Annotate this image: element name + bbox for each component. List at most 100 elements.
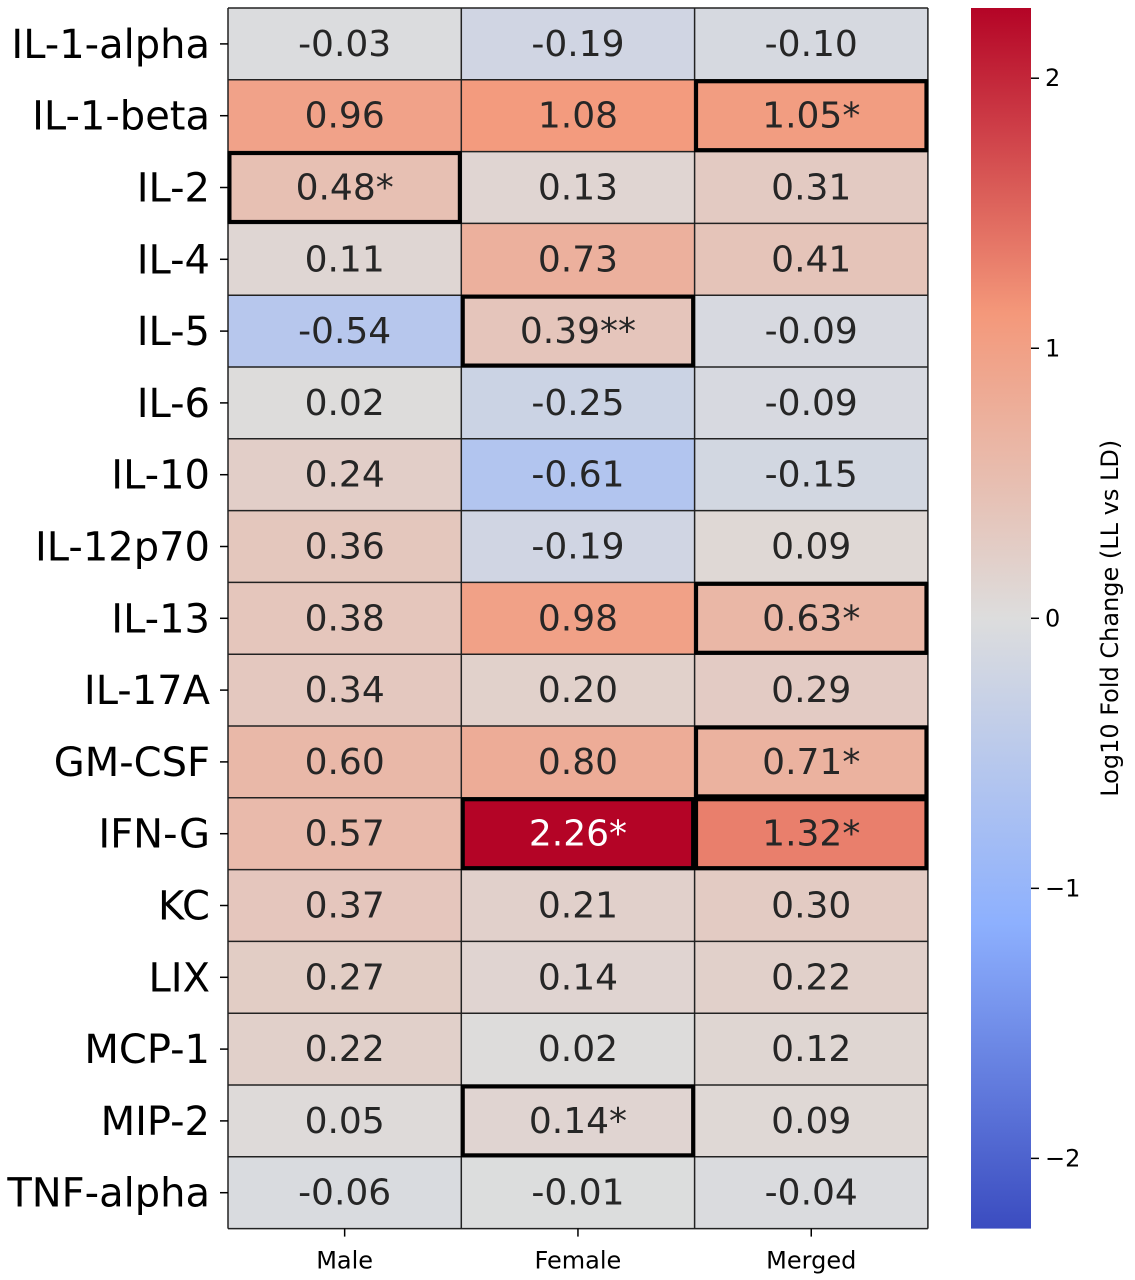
heatmap-cell <box>694 8 928 80</box>
row-label: IL-6 <box>137 381 210 427</box>
heatmap-cell <box>461 151 695 224</box>
cell-value: 0.73 <box>538 239 618 280</box>
heatmap-cell <box>228 869 462 942</box>
colorbar-tick-label: −2 <box>1045 1144 1080 1172</box>
column-label: Male <box>316 1247 373 1275</box>
heatmap-cell <box>694 869 928 942</box>
cell-value: -0.04 <box>765 1173 858 1214</box>
heatmap-cell <box>461 79 695 152</box>
row-label: IL-1-alpha <box>11 22 210 68</box>
cell-value: 0.11 <box>305 239 385 280</box>
cell-value: -0.19 <box>531 24 624 65</box>
heatmap-cell <box>228 151 462 224</box>
row-labels: IL-1-alpha IL-1-beta IL-2 IL-4 IL-5 IL-6 IL-10… <box>6 22 228 1217</box>
heatmap-cell <box>228 8 462 80</box>
cell-value: 0.80 <box>538 742 618 783</box>
heatmap-cell <box>228 510 462 583</box>
heatmap-cell <box>461 797 695 870</box>
heatmap-cell <box>228 654 462 726</box>
cell-value: 0.22 <box>305 1029 385 1070</box>
heatmap-cell <box>461 726 695 798</box>
heatmap-cell <box>228 438 462 511</box>
cell-value: 0.24 <box>305 455 385 496</box>
heatmap-cell <box>228 726 462 798</box>
heatmap-cell <box>228 79 462 152</box>
cell-value: -0.09 <box>765 311 858 352</box>
cell-value: 0.13 <box>538 168 618 209</box>
heatmap-cell <box>228 1156 462 1229</box>
cell-value: 0.21 <box>538 886 618 927</box>
colorbar-tick-label: 0 <box>1045 604 1060 632</box>
cell-value: 2.26* <box>529 814 627 855</box>
cell-value: 0.14 <box>538 957 618 998</box>
cell-value: 0.27 <box>305 957 385 998</box>
cell-value: 0.31 <box>771 168 851 209</box>
colorbar: 2 1 0 −1 −2 Log10 Fold Change (LL vs LD) <box>971 8 1124 1229</box>
cell-value: 0.02 <box>538 1029 618 1070</box>
colorbar-tick-label: 2 <box>1045 64 1060 92</box>
heatmap-cell <box>461 941 695 1014</box>
heatmap-cell <box>461 223 695 296</box>
cell-value: 0.09 <box>771 527 851 568</box>
colorbar-gradient <box>971 8 1031 1229</box>
row-label: IL-12p70 <box>35 525 210 571</box>
heatmap-cell <box>461 1156 695 1229</box>
heatmap-cell <box>461 438 695 511</box>
heatmap-cell <box>228 223 462 296</box>
cell-value: 0.98 <box>538 598 618 639</box>
row-label: KC <box>158 884 210 930</box>
cell-value: 0.22 <box>771 957 851 998</box>
colorbar-tick-label: −1 <box>1045 874 1080 902</box>
cell-value: 0.02 <box>305 383 385 424</box>
cell-value: -0.54 <box>298 311 391 352</box>
row-label: IFN-G <box>98 812 210 858</box>
heatmap-cell <box>461 295 695 367</box>
heatmap-cells <box>228 8 928 1229</box>
column-labels: Male Female Merged <box>316 1228 856 1275</box>
column-label: Merged <box>766 1247 856 1275</box>
cell-value: -0.61 <box>531 455 624 496</box>
significance-box <box>460 294 696 368</box>
cell-value: 0.39** <box>520 311 636 352</box>
heatmap-cell <box>461 869 695 942</box>
heatmap-cell <box>228 1085 462 1157</box>
heatmap-cell <box>694 1085 928 1157</box>
heatmap-cell <box>694 1013 928 1085</box>
row-label: IL-5 <box>137 309 210 355</box>
heatmap-cell <box>461 654 695 726</box>
cell-value: -0.19 <box>531 527 624 568</box>
cell-value: -0.25 <box>531 383 624 424</box>
significance-box <box>227 151 462 224</box>
colorbar-ticks: 2 1 0 −1 −2 <box>1031 64 1080 1172</box>
cell-value: 0.38 <box>305 598 385 639</box>
row-label: MCP-1 <box>84 1027 210 1073</box>
cell-value: 0.63* <box>762 598 860 639</box>
row-label: IL-17A <box>84 668 211 714</box>
column-label: Female <box>535 1247 622 1275</box>
cell-value: 0.36 <box>305 527 385 568</box>
colorbar-label: Log10 Fold Change (LL vs LD) <box>1096 440 1124 797</box>
cell-value: 0.12 <box>771 1029 851 1070</box>
heatmap-cell <box>228 582 462 655</box>
cell-value: 1.08 <box>538 96 618 137</box>
heatmap-cell <box>694 797 928 870</box>
cell-value: 1.32* <box>762 814 860 855</box>
cell-value: -0.09 <box>765 383 858 424</box>
heatmap-cell <box>228 797 462 870</box>
cell-value: 0.05 <box>305 1101 385 1142</box>
cell-annotations: -0.03 -0.19 -0.10 0.96 1.08 1.05* 0.48* 0.13 0.3… <box>296 24 861 1214</box>
row-label: LIX <box>149 955 210 1001</box>
heatmap-cell <box>694 367 928 439</box>
heatmap-cell <box>694 654 928 726</box>
heatmap-cell <box>694 510 928 583</box>
heatmap-cell <box>228 367 462 439</box>
colorbar-tick-label: 1 <box>1045 334 1060 362</box>
row-label: MIP-2 <box>101 1099 210 1145</box>
heatmap-cell <box>461 510 695 583</box>
row-label: IL-10 <box>111 453 210 499</box>
significance-box <box>694 725 929 799</box>
cell-value: 0.09 <box>771 1101 851 1142</box>
cell-value: -0.10 <box>765 24 858 65</box>
cell-value: 0.57 <box>305 814 385 855</box>
significance-box <box>694 581 929 655</box>
